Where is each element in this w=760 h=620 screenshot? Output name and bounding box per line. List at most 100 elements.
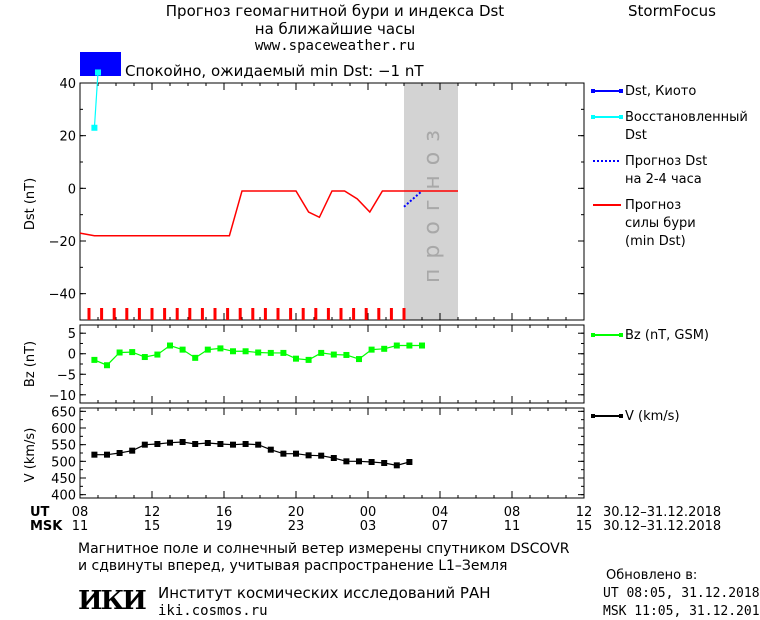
ut-axis-label: UT xyxy=(30,505,50,520)
bz-data-point xyxy=(242,348,249,355)
v-data-point xyxy=(192,441,199,447)
dst-data-point xyxy=(95,69,101,76)
dst-storm-marker xyxy=(137,308,141,320)
updated-label: Обновлено в: xyxy=(606,568,698,583)
v-data-point xyxy=(230,441,236,448)
v-ytick-label: 600 xyxy=(51,422,76,437)
v-data-point xyxy=(204,440,211,446)
footer-note-line1: Магнитное поле и солнечный ветер измерен… xyxy=(78,541,570,557)
dst-storm-marker xyxy=(352,308,356,320)
dst-storm-marker xyxy=(263,308,267,320)
bz-data-point xyxy=(330,351,337,358)
v-data-point xyxy=(154,441,161,447)
legend-label-0: Dst, Киото xyxy=(625,84,696,99)
status-text: Спокойно, ожидаемый min Dst: −1 nT xyxy=(125,62,424,80)
msk-tick-label: 03 xyxy=(360,519,377,534)
legend-label-3: (min Dst) xyxy=(625,234,686,249)
dst-storm-marker xyxy=(251,308,255,320)
v-data-point xyxy=(129,447,136,454)
legend-label-3: силы бури xyxy=(625,216,696,231)
institute-url[interactable]: iki.cosmos.ru xyxy=(158,603,268,619)
institute-name: Институт космических исследований РАН xyxy=(158,584,491,602)
v-data-point xyxy=(104,451,110,458)
v-data-point xyxy=(167,439,173,446)
bz-data-point xyxy=(318,349,325,356)
dst-series-line-1 xyxy=(93,72,99,128)
bz-plot-frame xyxy=(79,324,585,404)
legend-label-4: Bz (nT, GSM) xyxy=(625,328,709,343)
msk-tick-label: 23 xyxy=(288,519,305,534)
dst-storm-marker xyxy=(200,308,204,320)
updated-msk: MSK 11:05, 31.12.2018 xyxy=(603,604,760,619)
legend-marker xyxy=(591,115,595,119)
v-data-point xyxy=(330,455,337,461)
dst-storm-marker xyxy=(226,308,230,320)
v-ytick-label: 450 xyxy=(51,472,76,487)
v-ytick-label: 650 xyxy=(51,405,76,420)
bz-data-point xyxy=(154,351,161,358)
msk-tick-label: 07 xyxy=(432,519,449,534)
updated-ut: UT 08:05, 31.12.2018 xyxy=(603,586,760,601)
msk-tick-label: 11 xyxy=(504,519,521,534)
v-data-point xyxy=(179,439,186,445)
legend-label-2: Прогноз Dst xyxy=(625,154,707,169)
v-data-point xyxy=(242,441,249,447)
dst-ytick-label: 40 xyxy=(59,77,76,92)
v-data-point xyxy=(393,462,400,469)
v-data-point xyxy=(217,441,224,447)
dst-storm-marker xyxy=(377,308,381,320)
dst-storm-marker xyxy=(100,308,104,320)
v-data-point xyxy=(255,441,262,448)
legend-marker xyxy=(591,414,595,418)
dst-axis-label: Dst (nT) xyxy=(23,178,38,230)
charts-svg: прогноз Dst (nT) 40 20 0 −20 −40 Bz (nT) 5 0 −… xyxy=(23,69,748,534)
dst-storm-marker xyxy=(314,308,318,320)
bz-data-point xyxy=(393,342,400,349)
dst-storm-marker xyxy=(339,308,343,320)
v-data-point xyxy=(141,441,148,448)
dst-storm-marker xyxy=(402,308,406,320)
ut-tick-label: 00 xyxy=(360,505,377,520)
dst-storm-marker xyxy=(238,308,242,320)
bz-data-point xyxy=(230,348,236,355)
bz-data-point xyxy=(167,342,173,349)
v-ytick-label: 550 xyxy=(51,439,76,454)
bz-data-point xyxy=(381,345,388,352)
bz-axis-label: Bz (nT) xyxy=(23,341,38,387)
bz-data-point xyxy=(343,351,350,358)
bz-data-point xyxy=(141,354,148,361)
dst-storm-marker xyxy=(150,308,154,320)
v-data-point xyxy=(318,452,325,459)
ut-tick-label: 16 xyxy=(216,505,233,520)
v-data-point xyxy=(293,450,299,457)
dst-ytick-label: −20 xyxy=(49,235,76,250)
brand-name: StormFocus xyxy=(628,2,716,20)
dst-storm-marker xyxy=(163,308,167,320)
dst-ytick-label: 20 xyxy=(59,130,76,145)
msk-axis-label: MSK xyxy=(30,519,63,534)
bz-data-point xyxy=(204,346,211,353)
legend-marker xyxy=(619,414,623,418)
v-ytick-label: 400 xyxy=(51,489,76,504)
dst-plot-frame xyxy=(79,82,585,321)
site-url[interactable]: www.spaceweather.ru xyxy=(254,38,416,54)
chart-title-line2: на ближайшие часы xyxy=(254,20,416,38)
dst-storm-marker xyxy=(87,308,91,320)
legend-marker xyxy=(619,333,623,337)
bz-data-point xyxy=(267,349,274,356)
bz-ytick-label: 0 xyxy=(68,348,76,363)
ut-tick-label: 04 xyxy=(432,505,449,520)
dst-storm-marker xyxy=(188,308,192,320)
bz-data-point xyxy=(280,349,287,356)
msk-date-range: 30.12–31.12.2018 xyxy=(603,519,721,534)
bz-data-point xyxy=(255,349,262,356)
forecast-label: прогноз xyxy=(420,120,445,283)
legend-marker xyxy=(591,89,595,93)
v-data-point xyxy=(91,451,98,458)
dst-storm-marker xyxy=(289,308,293,320)
v-axis-label: V (km/s) xyxy=(23,428,38,483)
bz-data-point xyxy=(116,349,123,356)
dst-storm-marker xyxy=(364,308,368,320)
bz-data-point xyxy=(293,355,299,362)
